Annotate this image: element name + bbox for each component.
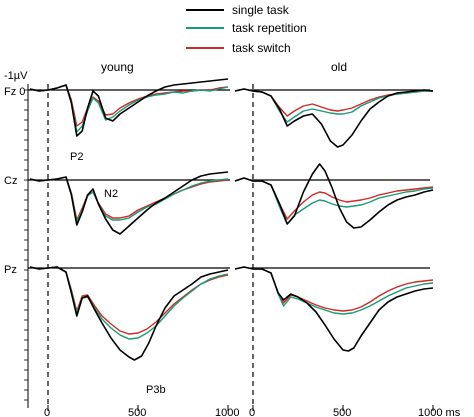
legend-label-single-task: single task bbox=[232, 3, 290, 17]
annotation-p3b: P3b bbox=[146, 384, 166, 396]
legend: single task task repetition task switch bbox=[186, 3, 307, 55]
x-tick-label-young-500: 500 bbox=[128, 407, 146, 417]
series-line-young-fz-single-task bbox=[29, 78, 229, 137]
panel-title-old: old bbox=[331, 60, 347, 74]
x-tick-label-young-0: 0 bbox=[44, 407, 50, 417]
series-line-old-pz-task-repetition bbox=[234, 266, 434, 315]
panel-title-young: young bbox=[101, 60, 134, 74]
legend-label-task-repetition: task repetition bbox=[232, 21, 307, 35]
x-tick-label-young-1000: 1000 bbox=[215, 407, 239, 417]
amplitude-scale-label: -1µV bbox=[4, 70, 28, 82]
channel-label-pz: Pz bbox=[4, 264, 17, 276]
legend-label-task-switch: task switch bbox=[232, 41, 291, 55]
waveforms bbox=[29, 78, 434, 361]
channel-label-fz: Fz 0 bbox=[4, 86, 25, 98]
series-line-old-fz-single-task bbox=[234, 88, 434, 148]
amplitude-axis bbox=[24, 84, 29, 408]
series-line-old-pz-single-task bbox=[234, 266, 434, 352]
x-tick-label-old-1000ms: 1000 ms bbox=[418, 407, 461, 417]
series-line-old-cz-single-task bbox=[234, 163, 434, 229]
x-tick-label-old-500: 500 bbox=[333, 407, 351, 417]
channel-label-cz: Cz bbox=[4, 175, 17, 187]
annotation-p2: P2 bbox=[70, 151, 83, 163]
baselines bbox=[28, 89, 430, 269]
series-line-young-pz-single-task bbox=[29, 266, 229, 361]
series-line-young-pz-task-repetition bbox=[29, 266, 229, 340]
annotation-n2: N2 bbox=[104, 188, 118, 200]
series-line-old-cz-task-repetition bbox=[234, 177, 434, 225]
x-tick-label-old-0: 0 bbox=[249, 407, 255, 417]
series-line-young-pz-task-switch bbox=[29, 266, 229, 335]
series-line-young-cz-single-task bbox=[29, 171, 229, 235]
x-axis: 0 500 1000 0 500 1000 ms bbox=[44, 405, 461, 417]
